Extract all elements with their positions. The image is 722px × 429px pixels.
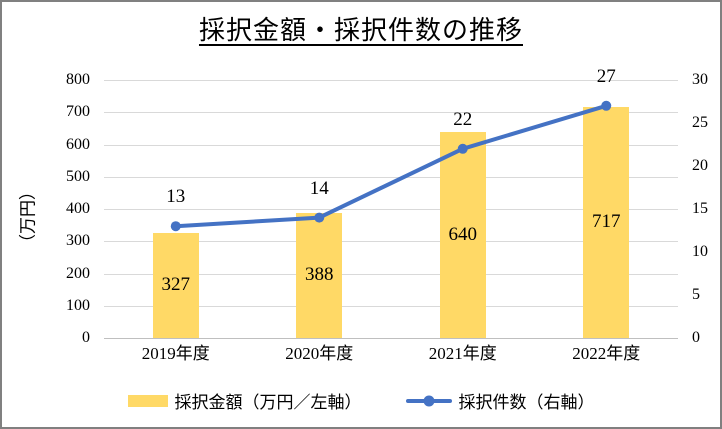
- left-axis-tick: 300: [66, 232, 90, 250]
- legend-label-count: 採択件数（右軸）: [458, 393, 595, 412]
- line-series-swatch-icon: [405, 395, 452, 406]
- line-data-label: 27: [596, 65, 616, 87]
- bar-data-label: 388: [305, 264, 334, 286]
- bar-data-label: 717: [592, 211, 621, 233]
- plot-area: 327 388 640 717 13 14 22 27: [104, 66, 678, 339]
- bar-series-swatch-icon: [127, 394, 168, 407]
- left-axis-tick: 800: [66, 71, 90, 88]
- bar-2020年度: [296, 212, 343, 338]
- legend-item-amount: 採択金額（万円／左軸）: [127, 388, 362, 413]
- line-marker-icon: [601, 100, 612, 111]
- legend-label-amount: 採択金額（万円／左軸）: [174, 393, 362, 412]
- gridline: [104, 80, 678, 81]
- right-axis-tick: 10: [692, 243, 708, 260]
- right-axis-tick: 25: [692, 114, 708, 131]
- line-marker-icon: [314, 212, 325, 223]
- gridline: [104, 273, 678, 275]
- line-series-marker-icon: [423, 395, 434, 406]
- line-data-label: 14: [309, 177, 329, 199]
- bar-2021年度: [439, 131, 486, 338]
- left-axis-tick: 0: [82, 329, 90, 346]
- left-axis-tick: 700: [66, 103, 90, 121]
- bar-2019年度: [152, 232, 199, 338]
- legend-item-count: 採択件数（右軸）: [405, 388, 595, 413]
- gridline: [104, 112, 678, 114]
- x-axis-label-2019年度: 2019年度: [141, 344, 210, 363]
- right-axis-tick: 15: [692, 200, 708, 217]
- gridline: [104, 305, 678, 307]
- left-axis-tick: 400: [66, 200, 90, 217]
- left-axis-tick: 200: [66, 264, 90, 282]
- bar-data-label: 640: [448, 223, 478, 245]
- line-data-label: 22: [453, 108, 473, 130]
- line-data-label: 13: [166, 186, 186, 208]
- line-series: [170, 100, 612, 232]
- gridline: [104, 209, 678, 210]
- legend: 採択金額（万円／左軸） 採択件数（右軸）: [2, 388, 720, 413]
- x-axis-label-2021年度: 2021年度: [428, 344, 497, 363]
- gridline: [104, 144, 678, 146]
- right-axis-tick: 0: [692, 329, 700, 346]
- left-axis-tick: 100: [66, 296, 90, 314]
- line-marker-icon: [457, 143, 468, 154]
- gridline: [104, 241, 678, 243]
- line-marker-icon: [170, 221, 181, 232]
- bar-2022年度: [583, 106, 630, 338]
- x-axis-line: [104, 338, 678, 339]
- x-axis-label-2020年度: 2020年度: [285, 344, 354, 363]
- chart-title: 採択金額・採択件数の推移: [198, 16, 523, 45]
- left-axis-tick: 600: [66, 135, 90, 153]
- right-axis-tick: 20: [692, 157, 708, 174]
- right-axis-tick: 5: [692, 286, 700, 303]
- x-axis-label-2022年度: 2022年度: [572, 344, 641, 363]
- bar-data-label: 327: [161, 274, 191, 296]
- line-path: [173, 103, 609, 229]
- gridline: [104, 176, 678, 178]
- left-axis-tick: 500: [66, 167, 90, 185]
- right-axis-tick: 30: [692, 71, 708, 88]
